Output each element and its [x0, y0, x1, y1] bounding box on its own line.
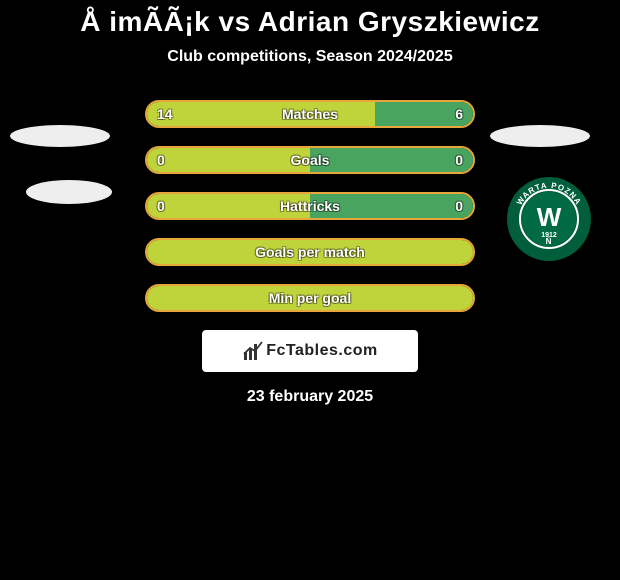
stat-label: Matches: [147, 102, 473, 126]
stat-row: Goals per match: [145, 238, 475, 266]
stat-label: Goals per match: [147, 240, 473, 264]
site-badge: FcTables.com: [202, 330, 418, 372]
stat-row: 00Hattricks: [145, 192, 475, 220]
stat-row: Min per goal: [145, 284, 475, 312]
stat-row: 00Goals: [145, 146, 475, 174]
footer-date: 23 february 2025: [0, 388, 620, 406]
comparison-card: Å imÃÃ¡k vs Adrian Gryszkiewicz Club com…: [0, 0, 620, 580]
site-badge-text: FcTables.com: [266, 342, 378, 360]
stat-label: Hattricks: [147, 194, 473, 218]
stat-row: 146Matches: [145, 100, 475, 128]
page-title: Å imÃÃ¡k vs Adrian Gryszkiewicz: [0, 0, 620, 38]
site-badge-icon: [242, 340, 264, 362]
stat-label: Min per goal: [147, 286, 473, 310]
stat-label: Goals: [147, 148, 473, 172]
stats-rows: 146Matches 00Goals 00Hattricks Goals per ma…: [0, 100, 620, 312]
page-subtitle: Club competitions, Season 2024/2025: [0, 48, 620, 66]
